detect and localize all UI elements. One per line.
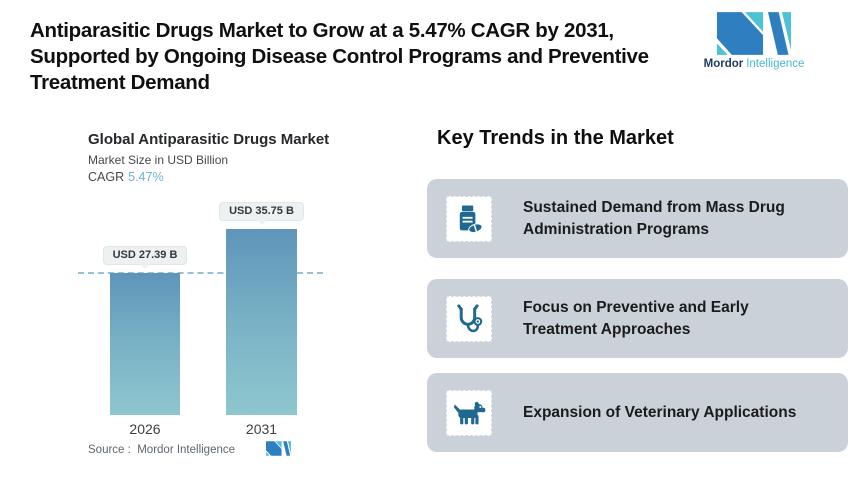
brand-name-bold: Mordor <box>703 58 744 70</box>
bar <box>226 229 297 415</box>
icon-tile <box>446 195 492 242</box>
chart-subtitle: Market Size in USD Billion <box>88 153 229 167</box>
trend-card: Sustained Demand from Mass Drug Administ… <box>427 179 848 258</box>
reference-line <box>78 272 323 274</box>
chart-title: Global Antiparasitic Drugs Market <box>88 131 330 148</box>
trend-card: Expansion of Veterinary Applications <box>427 373 848 452</box>
mordor-logo-icon <box>717 12 791 55</box>
title-line: Supported by Ongoing Disease Control Pro… <box>30 45 649 68</box>
cagr-label: CAGR <box>88 170 125 184</box>
bar-value-label: USD 35.75 B <box>219 202 304 221</box>
source-note: Source : Mordor Intelligence <box>88 444 236 456</box>
brand-logo: Mordor Intelligence <box>704 12 804 70</box>
trend-text-line: Treatment Approaches <box>523 320 691 338</box>
icon-tile <box>446 389 492 436</box>
trend-text-line: Sustained Demand from Mass Drug <box>523 198 785 216</box>
trend-text-line: Expansion of Veterinary Applications <box>523 403 797 421</box>
trend-text: Expansion of Veterinary Applications <box>523 402 796 424</box>
trend-card: Focus on Preventive and Early Treatment … <box>427 279 848 358</box>
x-axis-label: 2026 <box>129 421 161 437</box>
bar <box>110 273 180 415</box>
bar-group-2026: USD 27.39 B 2026 <box>102 246 188 437</box>
mordor-logo-small-icon <box>266 441 291 456</box>
trends-heading: Key Trends in the Market <box>437 127 674 149</box>
page-title: Antiparasitic Drugs Market to Grow at a … <box>30 18 649 96</box>
brand-name: Mordor Intelligence <box>704 58 805 70</box>
trend-text: Focus on Preventive and Early Treatment … <box>523 297 749 341</box>
stethoscope-icon <box>457 303 483 332</box>
chart-cagr: CAGR 5.47% <box>88 170 164 184</box>
trend-text-line: Administration Programs <box>523 220 710 238</box>
bar-group-2031: USD 35.75 B 2031 <box>219 202 304 437</box>
dog-icon <box>453 401 486 424</box>
bar-value-label: USD 27.39 B <box>102 246 188 265</box>
trend-text-line: Focus on Preventive and Early <box>523 298 749 316</box>
x-axis-label: 2031 <box>245 421 278 437</box>
icon-tile <box>446 295 492 342</box>
title-line: Antiparasitic Drugs Market to Grow at a … <box>30 19 614 42</box>
pill-bottle-icon <box>459 205 483 233</box>
title-line: Treatment Demand <box>30 71 210 94</box>
trend-text: Sustained Demand from Mass Drug Administ… <box>523 197 785 241</box>
cagr-value: 5.47% <box>128 170 164 184</box>
brand-name-light: Intelligence <box>746 58 805 70</box>
